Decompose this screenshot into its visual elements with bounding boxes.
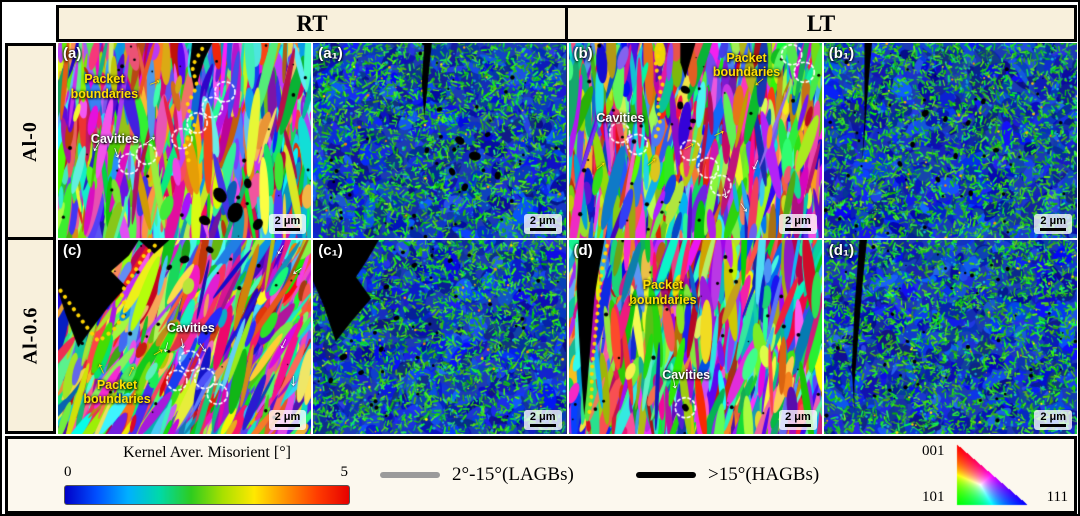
hagb-label: >15°(HAGBs) (708, 464, 820, 485)
scale-bar-label: 2 μm (1040, 214, 1066, 227)
lagb-legend-item: 2°-15°(LAGBs) (380, 439, 574, 511)
row-label-al0: Al-0 (8, 46, 53, 240)
panel-grid: (a) Packet boundaries Cavities → → → → 2 μm (a₁… (58, 43, 1077, 434)
row-label-al06: Al-0.6 (8, 240, 53, 431)
panel-label-b1: (b₁) (828, 45, 855, 62)
scale-bar-line (785, 227, 811, 231)
scale-bar-label: 2 μm (785, 411, 811, 423)
header-rt: RT (296, 10, 328, 36)
scale-bar-label: 2 μm (1040, 411, 1066, 423)
scale-bar-c: 2 μm (268, 410, 307, 430)
scale-bar-b: 2 μm (779, 213, 817, 234)
annotation-text-a-1: Cavities (90, 132, 139, 147)
panel-label-c1: (c₁) (318, 241, 343, 259)
scale-bar-label: 2 μm (529, 411, 556, 423)
ipf-triangle (955, 444, 1029, 506)
annotation-arrow-icon-d-1: → (666, 373, 689, 394)
panel-d: (d) Packet boundaries Cavities → → 2 μm (568, 239, 822, 434)
kam-micrograph-c1 (313, 239, 567, 434)
annotation-text-c-1: Packet boundaries (83, 377, 151, 406)
ipf-label-111: 111 (1046, 489, 1068, 505)
scale-bar-label: 2 μm (529, 214, 556, 227)
panel-c1: (c₁) 2 μm (313, 239, 567, 434)
lagb-line-swatch (380, 472, 440, 478)
ipf-label-001: 001 (922, 443, 945, 459)
annotation-arrow-icon-b-5: → (717, 182, 739, 203)
panel-a1: (a₁) 2 μm (313, 43, 567, 238)
hagb-legend-item: >15°(HAGBs) (636, 439, 819, 511)
scale-bar-a: 2 μm (268, 213, 307, 234)
lagb-label: 2°-15°(LAGBs) (452, 464, 574, 485)
panel-b1: (b₁) 2 μm (823, 43, 1077, 238)
scale-bar-line (785, 424, 811, 427)
ipf-micrograph-b (568, 43, 822, 238)
annotation-text-c-0: Cavities (166, 321, 215, 336)
panel-d1: (d₁) 2 μm (823, 239, 1077, 434)
ipf-micrograph-c (58, 239, 311, 434)
scale-bar-label: 2 μm (785, 214, 811, 227)
panel-label-a: (a) (63, 45, 82, 62)
kam-legend-title: Kernel Aver. Misorient [°] (123, 444, 291, 461)
annotation-text-d-0: Packet boundaries (629, 278, 697, 307)
kam-micrograph-b1 (823, 43, 1077, 238)
kam-colorbar (64, 485, 350, 505)
ipf-micrograph-d (568, 239, 822, 434)
scale-bar-a1: 2 μm (523, 213, 562, 234)
ipf-micrograph-a (58, 43, 311, 238)
ipf-color-key: 001 101 111 (922, 439, 1068, 511)
annotation-text-b-0: Packet boundaries (712, 50, 781, 80)
panel-label-d1: (d₁) (828, 241, 855, 259)
scale-bar-label: 2 μm (274, 411, 301, 423)
annotation-text-a-0: Packet boundaries (70, 72, 139, 101)
scale-bar-line (274, 227, 301, 231)
ipf-label-101: 101 (922, 489, 945, 505)
kam-scale-min: 0 (64, 464, 72, 480)
scale-bar-line (1040, 227, 1066, 231)
panel-a: (a) Packet boundaries Cavities → → → → 2 μm (58, 43, 312, 238)
legend-bar: Kernel Aver. Misorient [°] 0 5 2°-15°(LA… (5, 436, 1077, 514)
panel-c: (c) Cavities Packet boundaries → → → → → → → → → → 2 … (58, 239, 312, 434)
hagb-line-swatch (636, 472, 696, 478)
row-label-al0-text: Al-0 (18, 121, 41, 162)
scale-bar-line (274, 424, 301, 427)
annotation-arrow-icon-c-6: → (286, 372, 306, 390)
panel-label-c: (c) (63, 241, 82, 259)
scale-bar-line (529, 424, 556, 427)
panel-label-b: (b) (573, 45, 593, 62)
header-lt: LT (565, 8, 1074, 39)
panel-b: (b) Packet boundaries Cavities → → → → → → → → 2 μm (568, 43, 822, 238)
kam-micrograph-d1 (823, 239, 1077, 434)
annotation-text-b-1: Cavities (596, 111, 645, 126)
scale-bar-line (529, 227, 556, 231)
scale-bar-d: 2 μm (779, 410, 817, 430)
scale-bar-label: 2 μm (274, 214, 301, 227)
annotation-text-d-1: Cavities (662, 367, 711, 382)
scale-bar-line (1040, 424, 1066, 427)
panel-label-a1: (a₁) (318, 45, 343, 62)
scale-bar-d1: 2 μm (1034, 410, 1072, 430)
kam-legend: Kernel Aver. Misorient [°] 0 5 (64, 444, 350, 508)
row-label-al06-text: Al-0.6 (19, 306, 42, 365)
scale-bar-c1: 2 μm (523, 410, 562, 430)
scale-bar-b1: 2 μm (1034, 213, 1072, 234)
kam-scale-max: 5 (340, 464, 349, 480)
panel-label-d: (d) (573, 241, 593, 259)
row-label-column: Al-0 Al-0.6 (5, 43, 56, 434)
kam-micrograph-a1 (313, 43, 567, 238)
header-row: RT LT (56, 5, 1077, 42)
